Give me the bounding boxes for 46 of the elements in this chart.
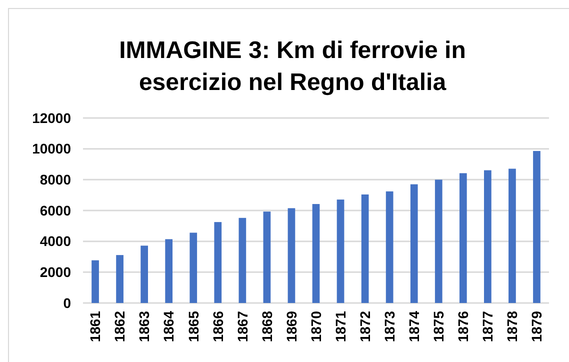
x-tick-label: 1875: [430, 310, 447, 342]
x-tick-label: 1874: [406, 310, 422, 342]
x-tick-label: 1871: [332, 310, 348, 342]
x-tick-label: 1872: [356, 310, 373, 342]
bar: [386, 191, 394, 303]
bar: [238, 218, 246, 303]
bar: [92, 260, 99, 303]
x-tick-label: 1879: [528, 310, 545, 342]
y-tick-label: 8000: [40, 172, 72, 188]
x-tick-label: 1865: [185, 310, 202, 342]
x-tick-label: 1868: [258, 310, 275, 342]
bar: [165, 239, 173, 303]
bar: [508, 168, 516, 303]
bar: [312, 204, 320, 303]
x-tick-label: 1864: [160, 310, 177, 342]
x-tick-label: 1876: [455, 310, 472, 342]
y-tick-label: 0: [63, 294, 72, 311]
y-tick-label: 2000: [40, 264, 72, 280]
bar: [336, 200, 344, 303]
bar: [361, 194, 369, 303]
bar: [533, 150, 540, 303]
x-tick-label: 1861: [87, 310, 104, 342]
x-tick-label: 1862: [112, 310, 128, 342]
x-tick-label: 1869: [283, 310, 300, 342]
bar: [484, 170, 492, 303]
bar: [410, 184, 418, 303]
x-tick-label: 1873: [381, 310, 398, 342]
bar: [288, 208, 296, 303]
x-tick-label: 1877: [480, 310, 496, 342]
bar: [116, 255, 124, 303]
bar: [140, 246, 148, 303]
bar: [214, 222, 222, 303]
x-tick-label: 1863: [136, 310, 152, 342]
chart-title: IMMAGINE 3: Km di ferrovie in esercizio nel Regno d'Italia: [119, 37, 466, 96]
x-tick-label: 1870: [308, 310, 324, 342]
y-tick-label: 12000: [32, 110, 72, 126]
bar: [459, 173, 467, 303]
x-tick-label: 1866: [210, 310, 226, 342]
bar: [190, 232, 198, 303]
x-tick-label: 1878: [504, 310, 520, 342]
y-tick-label: 10000: [32, 140, 72, 157]
x-tick-label: 1867: [234, 310, 250, 342]
bar: [434, 180, 442, 303]
bar: [263, 212, 271, 303]
y-tick-label: 6000: [40, 202, 72, 218]
y-tick-label: 4000: [40, 233, 72, 250]
